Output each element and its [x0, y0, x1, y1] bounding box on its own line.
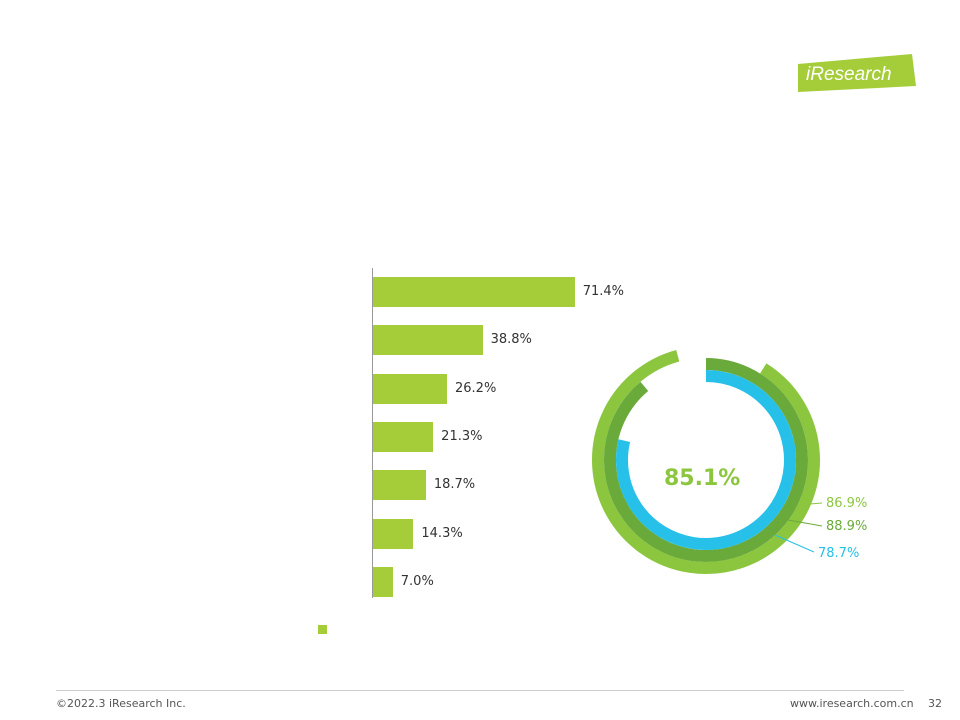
bar-value-label-1: 38.8% — [490, 332, 532, 348]
footer-url[interactable]: www.iresearch.com.cn — [790, 697, 914, 710]
ring-arc-1 — [604, 358, 808, 562]
ring-arc-2 — [616, 370, 796, 550]
bar-value-label-3: 21.3% — [441, 428, 483, 444]
bar-4 — [373, 470, 426, 501]
bar-value-label-6: 7.0% — [400, 573, 434, 589]
page-number: 32 — [928, 697, 942, 710]
y-axis-line — [372, 268, 373, 598]
ring-leader-line-0 — [797, 502, 823, 506]
bar-value-label-4: 18.7% — [433, 477, 476, 493]
donut-center-value: 85.1% — [664, 466, 741, 491]
ring-leader-line-1 — [787, 519, 823, 527]
bar-6 — [373, 566, 393, 597]
footer-divider — [56, 690, 904, 691]
bar-value-label-0: 71.4% — [582, 284, 625, 299]
ring-leader-line-2 — [774, 534, 815, 553]
bar-1 — [373, 325, 483, 356]
ring-label-0: 86.9% — [826, 496, 868, 511]
legend-swatch — [318, 625, 327, 634]
bar-value-label-2: 26.2% — [455, 380, 497, 396]
ring-label-2: 78.7% — [818, 546, 860, 561]
logo-text: iResearch — [806, 64, 892, 85]
ring-label-1: 88.9% — [826, 519, 868, 534]
bar-5 — [373, 518, 414, 549]
bar-2 — [373, 373, 447, 404]
bar-3 — [373, 421, 434, 452]
footer-copyright: ©2022.3 iResearch Inc. — [56, 697, 186, 710]
ring-arc-0 — [592, 349, 820, 574]
bar-chart-legend — [318, 622, 331, 637]
bar-0 — [373, 277, 575, 307]
donut-chart — [592, 349, 823, 574]
iresearch-logo: iResearch — [798, 54, 916, 92]
bar-value-label-5: 14.3% — [421, 525, 463, 541]
